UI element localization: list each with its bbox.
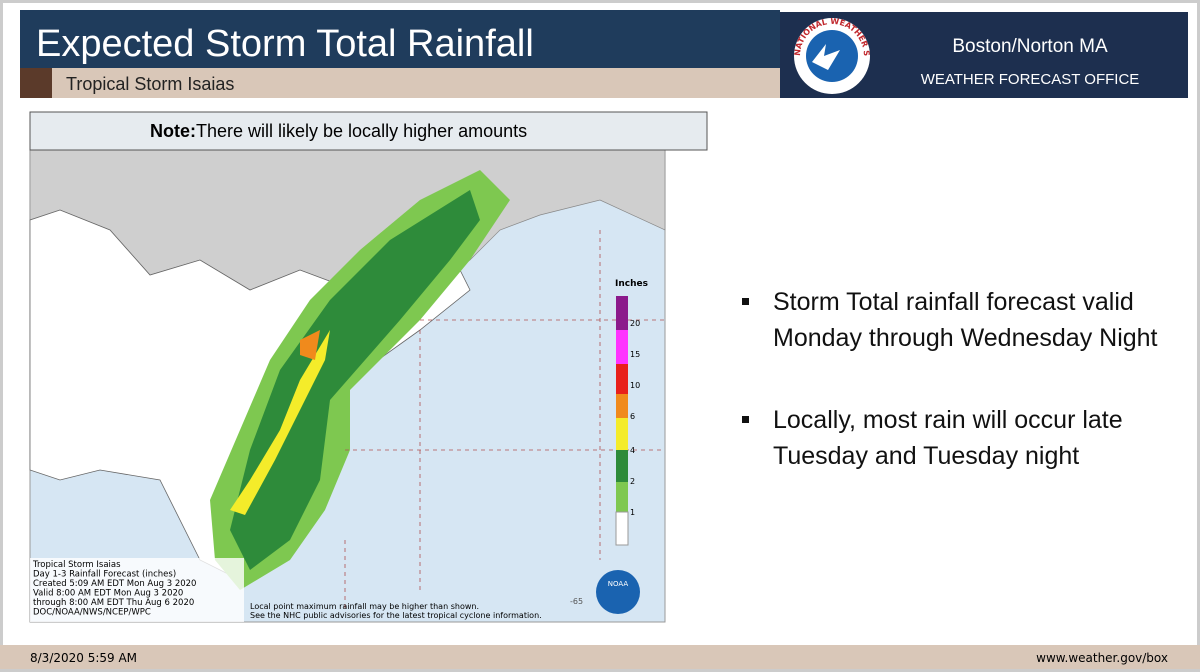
note: Note:There will likely be locally higher… (150, 121, 527, 141)
logo-bolt (812, 44, 840, 70)
note-box (29, 111, 708, 151)
rain-2in (230, 190, 480, 570)
legend-label: 2 (630, 477, 635, 486)
bullet-text: Storm Total rainfall forecast valid Mond… (773, 288, 1158, 352)
rain-6in (300, 330, 320, 360)
footnote-line: Local point maximum rainfall may be high… (250, 602, 479, 611)
caption-line: DOC/NOAA/NWS/NCEP/WPC (33, 608, 151, 618)
legend-swatch (616, 450, 628, 482)
caption-line: Valid 8:00 AM EDT Mon Aug 3 2020 (33, 589, 183, 599)
caption-box (30, 558, 244, 622)
legend-label: 10 (630, 381, 640, 390)
legend-label: 15 (630, 350, 640, 359)
caption-line: Day 1-3 Rainfall Forecast (inches) (33, 570, 176, 580)
footnote-line: See the NHC public advisories for the la… (250, 611, 542, 620)
legend-swatch (616, 482, 628, 512)
office-name: Boston/Norton MA (952, 36, 1108, 57)
legend-label: 4 (630, 446, 635, 455)
subtitle-bar (20, 68, 780, 98)
legend-label: 20 (630, 319, 640, 328)
bullet: Storm Total rainfall forecast valid Mond… (742, 284, 1165, 356)
note-label: Note: (150, 121, 196, 141)
office-subtitle: WEATHER FORECAST OFFICE (921, 71, 1140, 88)
legend-swatch (616, 330, 628, 364)
noaa-logo (596, 570, 640, 614)
rain-4in (230, 330, 330, 515)
footer-date: 8/3/2020 5:59 AM (30, 651, 137, 665)
title-bar (20, 10, 780, 70)
legend-swatch (616, 364, 628, 394)
caption-line: Tropical Storm Isaias (32, 560, 121, 570)
legend-swatch (616, 296, 628, 330)
longitude-label: -65 (570, 597, 583, 606)
noaa-label: NOAA (608, 580, 629, 588)
title: Expected Storm Total Rainfall (36, 23, 534, 65)
legend-swatch (615, 511, 629, 546)
footnote: Local point maximum rainfall may be high… (250, 602, 542, 620)
footer-bar (0, 645, 1200, 669)
legend-swatch (616, 394, 628, 418)
legend-label: 6 (630, 412, 635, 421)
legend-swatch (616, 418, 628, 450)
legend: Inches 20 15 10 6 4 2 1 (615, 279, 648, 546)
footer-url: www.weather.gov/box (1036, 651, 1168, 665)
legend-title: Inches (615, 279, 648, 289)
bullet-text: Locally, most rain will occur late Tuesd… (773, 406, 1123, 470)
bullet: Locally, most rain will occur late Tuesd… (742, 402, 1165, 474)
caption-line: Created 5:09 AM EDT Mon Aug 3 2020 (33, 579, 196, 589)
subtitle: Tropical Storm Isaias (66, 74, 234, 94)
accent (20, 68, 52, 98)
lat-lon-grid (344, 230, 665, 610)
caption-line: through 8:00 AM EDT Thu Aug 6 2020 (33, 598, 194, 608)
legend-label: 1 (630, 508, 635, 517)
note-text: There will likely be locally higher amou… (196, 121, 527, 141)
